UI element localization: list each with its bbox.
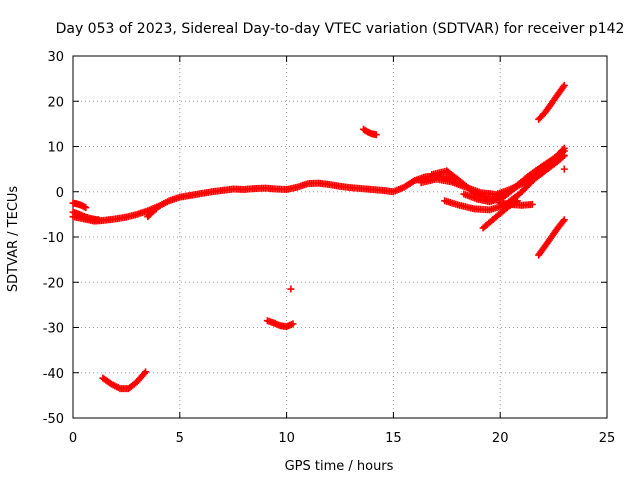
y-tick-label: -50 bbox=[43, 412, 64, 427]
y-axis-label: SDTVAR / TECUs bbox=[6, 186, 21, 293]
data-point bbox=[560, 81, 568, 89]
y-tick-label: -10 bbox=[43, 231, 64, 246]
data-point bbox=[559, 217, 567, 225]
data-point bbox=[142, 368, 150, 376]
data-point bbox=[560, 152, 568, 160]
tick-labels: 0 5 10 15 20 25 -50 -40 -30 -20 -10 0 10 20 30 bbox=[43, 50, 616, 446]
chart-title: Day 053 of 2023, Sidereal Day-to-day VTE… bbox=[56, 21, 625, 37]
series-mid-spur bbox=[144, 205, 160, 221]
data-point bbox=[287, 285, 295, 293]
data-point bbox=[289, 320, 297, 328]
data-point bbox=[95, 216, 103, 224]
grid-lines bbox=[73, 56, 607, 418]
series-branch-c bbox=[441, 152, 568, 214]
axes bbox=[72, 55, 608, 419]
series-upper-right-trace bbox=[535, 81, 568, 123]
data-point bbox=[152, 205, 160, 213]
data-point bbox=[528, 200, 536, 208]
data-point bbox=[559, 153, 567, 161]
series-main-band bbox=[69, 172, 461, 225]
data-point bbox=[82, 204, 90, 212]
data-points bbox=[69, 81, 568, 393]
y-tick-label: 10 bbox=[47, 141, 64, 156]
series-small-cluster-near-14h bbox=[359, 125, 380, 139]
series-isolated-point-near-10h bbox=[287, 285, 295, 293]
series-arc-near-10h bbox=[263, 317, 297, 331]
x-tick-label: 10 bbox=[278, 431, 295, 446]
series-isolated-point bbox=[560, 165, 568, 173]
data-point bbox=[560, 165, 568, 173]
data-point bbox=[151, 206, 159, 214]
y-tick-label: -20 bbox=[43, 276, 64, 291]
data-point bbox=[560, 144, 568, 152]
y-tick-label: -40 bbox=[43, 367, 64, 382]
x-tick-label: 5 bbox=[176, 431, 184, 446]
series-arc-near-2h bbox=[99, 368, 150, 393]
data-point bbox=[559, 146, 567, 154]
y-tick-label: 0 bbox=[56, 186, 64, 201]
x-tick-label: 15 bbox=[385, 431, 402, 446]
y-tick-label: -30 bbox=[43, 322, 64, 337]
data-point bbox=[560, 216, 568, 224]
series-branch-d bbox=[460, 144, 568, 206]
x-tick-label: 25 bbox=[599, 431, 616, 446]
series-upper-branch-start bbox=[69, 199, 90, 212]
data-point bbox=[140, 369, 148, 377]
x-tick-label: 0 bbox=[69, 431, 77, 446]
y-tick-label: 20 bbox=[47, 95, 64, 110]
x-axis-label: GPS time / hours bbox=[285, 459, 394, 474]
data-point bbox=[559, 83, 567, 91]
series-right-cluster bbox=[496, 199, 536, 209]
series-lower-branch bbox=[69, 208, 103, 224]
data-point bbox=[372, 131, 380, 139]
y-tick-label: 30 bbox=[47, 50, 64, 65]
x-tick-label: 20 bbox=[492, 431, 509, 446]
series-lower-right-trace bbox=[535, 216, 568, 259]
